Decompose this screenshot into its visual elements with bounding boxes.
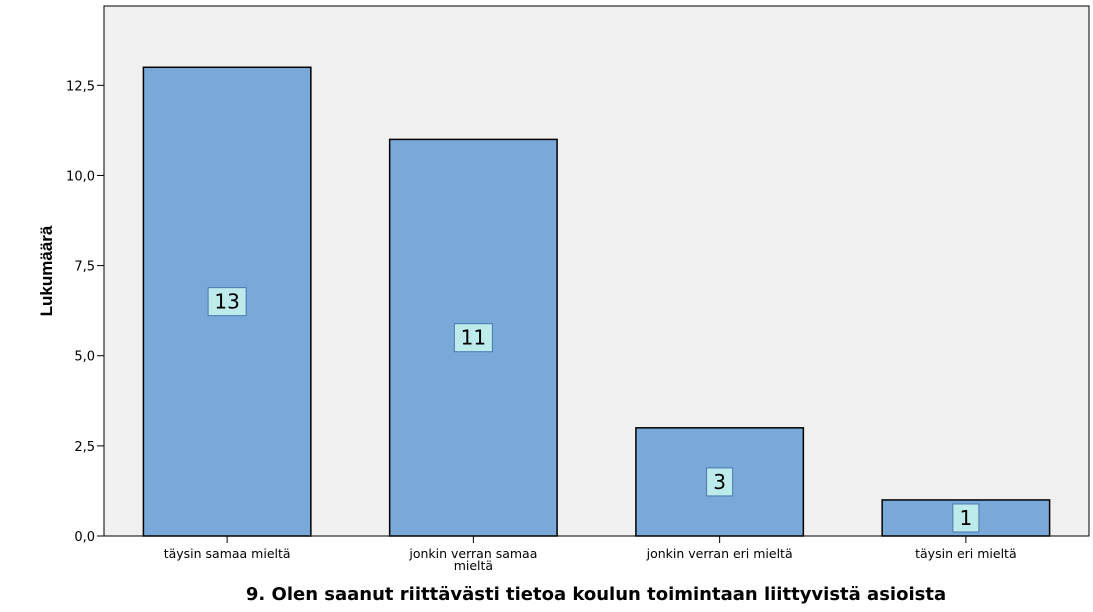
y-tick-label: 0,0 (74, 530, 95, 545)
data-label: 13 (214, 290, 239, 314)
data-label: 11 (461, 326, 486, 350)
x-axis: täysin samaa mieltä jonkin verran samaa mi… (164, 536, 1017, 573)
bars: 13 11 3 1 (142, 66, 1051, 537)
data-label-box (453, 323, 493, 353)
x-tick-label: jonkin verran samaa mieltä (408, 546, 537, 573)
y-tick-label: 2,5 (74, 440, 95, 455)
data-label: 3 (713, 470, 726, 494)
y-tick-label: 5,0 (74, 350, 95, 365)
x-tick-label: jonkin verran eri mieltä (646, 546, 793, 561)
x-tick-label: täysin eri mieltä (915, 546, 1017, 561)
data-label: 1 (960, 506, 973, 530)
y-tick-label: 12,5 (66, 79, 95, 94)
y-tick-label: 7,5 (74, 260, 95, 275)
y-axis: 0,0 2,5 5,0 7,5 10,0 12,5 (66, 79, 104, 545)
x-tick-label: täysin samaa mieltä (164, 546, 291, 561)
y-axis-title: Lukumäärä (37, 225, 56, 316)
data-label-box (952, 503, 980, 533)
data-label-box (706, 467, 734, 497)
y-tick-label: 10,0 (66, 169, 95, 184)
data-label-box (207, 287, 247, 317)
x-axis-title: 9. Olen saanut riittävästi tietoa koulun… (246, 584, 946, 605)
